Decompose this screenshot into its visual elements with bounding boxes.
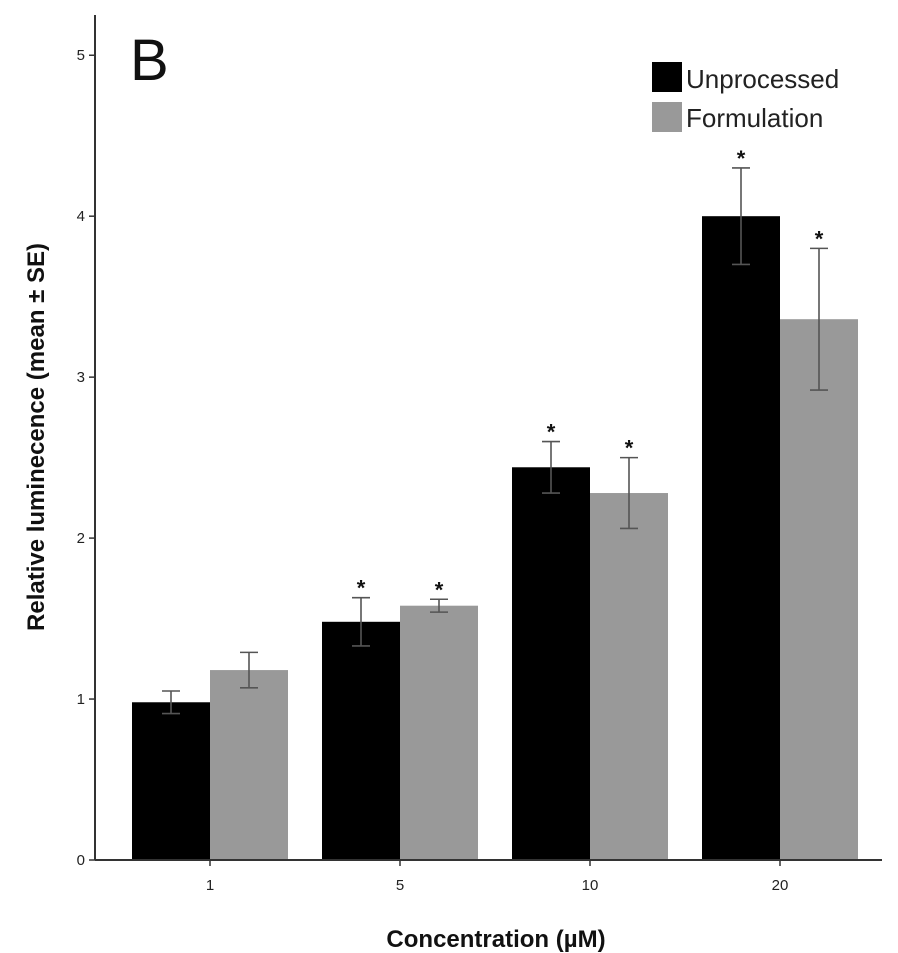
y-tick-label-5: 5: [77, 47, 85, 64]
legend-label-formulation: Formulation: [686, 103, 823, 133]
error-bars-layer: [162, 167, 828, 715]
y-tick-label-1: 1: [77, 691, 85, 708]
y-tick-label-0: 0: [77, 852, 85, 869]
significance-markers-layer: * * * * * *: [357, 146, 824, 602]
x-tick-label-1: 1: [206, 877, 214, 894]
significance-marker-formulation-20: *: [815, 226, 824, 251]
significance-marker-unprocessed-20: *: [737, 146, 746, 171]
legend: Unprocessed Formulation: [652, 62, 839, 133]
bar-formulation-20: [780, 319, 858, 860]
significance-marker-formulation-5: *: [435, 577, 444, 602]
significance-marker-unprocessed-10: *: [547, 420, 556, 445]
bar-unprocessed-5: [322, 621, 400, 860]
bars-layer: [132, 216, 858, 860]
legend-swatch-unprocessed: [652, 62, 682, 92]
bar-unprocessed-1: [132, 702, 210, 860]
legend-swatch-formulation: [652, 102, 682, 132]
bar-unprocessed-20: [702, 216, 780, 860]
x-tick-label-20: 20: [772, 877, 789, 894]
bar-formulation-5: [400, 605, 478, 860]
y-tick-label-2: 2: [77, 530, 85, 547]
y-tick-label-4: 4: [77, 208, 85, 225]
x-ticks-layer: 1 5 10 20: [206, 860, 789, 894]
y-axis-title: Relative luminecence (mean ± SE): [23, 243, 50, 631]
y-tick-label-3: 3: [77, 369, 85, 386]
bar-formulation-10: [590, 493, 668, 860]
y-ticks-layer: 0 1 2 3 4 5: [77, 47, 95, 869]
bar-unprocessed-10: [512, 467, 590, 860]
x-axis-title: Concentration (µM): [386, 926, 605, 953]
panel-label: B: [130, 28, 169, 93]
x-tick-label-5: 5: [396, 877, 404, 894]
significance-marker-unprocessed-5: *: [357, 576, 366, 601]
legend-label-unprocessed: Unprocessed: [686, 64, 839, 94]
significance-marker-formulation-10: *: [625, 436, 634, 461]
bar-formulation-1: [210, 670, 288, 860]
x-tick-label-10: 10: [582, 877, 599, 894]
